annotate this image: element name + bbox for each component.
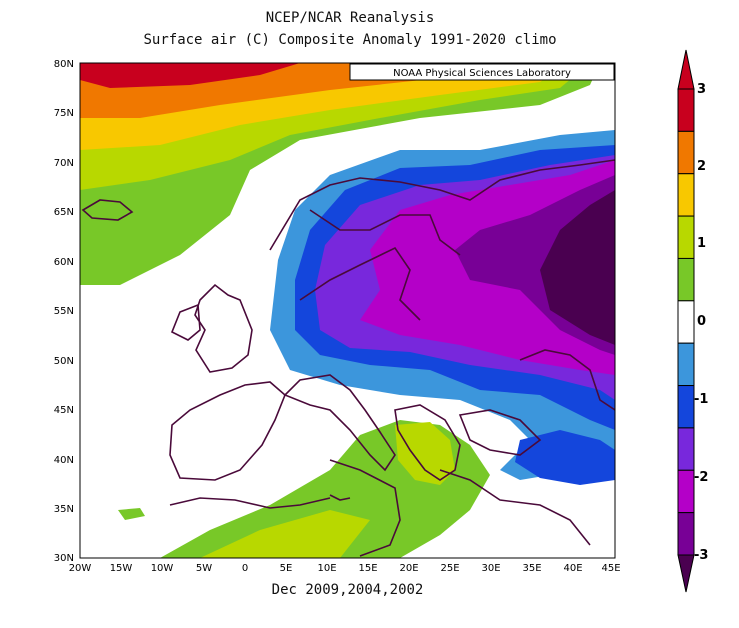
colorbar [677, 49, 695, 593]
lon-label: 35E [522, 563, 541, 574]
coastlines [81, 159, 615, 557]
lat-label: 55N [54, 306, 74, 317]
colorbar-label: 0 [697, 314, 706, 329]
colorbar-label: -3 [694, 548, 708, 563]
colorbar-label: -2 [694, 470, 708, 485]
anomaly-field [80, 63, 615, 558]
lon-label: 15W [110, 563, 133, 574]
anomaly-region-red-north [80, 63, 300, 88]
lat-label: 50N [54, 356, 74, 367]
lat-label: 35N [54, 504, 74, 515]
latitude-axis: 80N 75N 70N 65N 60N 55N 50N 45N 40N 35N … [54, 59, 74, 564]
colorbar-segment [677, 512, 695, 556]
lon-label: 0 [242, 563, 248, 574]
anomaly-region-yellowgreen-greece [395, 422, 455, 485]
anomaly-region-blue-east [515, 430, 615, 485]
colorbar-segment [677, 215, 695, 259]
lat-label: 40N [54, 455, 74, 466]
colorbar-segment [677, 173, 695, 217]
lat-label: 65N [54, 207, 74, 218]
lat-label: 70N [54, 158, 74, 169]
lat-label: 45N [54, 405, 74, 416]
lon-label: 10E [317, 563, 336, 574]
lon-label: 25E [440, 563, 459, 574]
lon-label: 15E [358, 563, 377, 574]
lon-label: 45E [601, 563, 620, 574]
colorbar-segment [677, 88, 695, 132]
lon-label: 5W [196, 563, 212, 574]
map-title: NCEP/NCAR Reanalysis [265, 10, 435, 26]
colorbar-label: 1 [697, 236, 706, 251]
lat-label: 60N [54, 257, 74, 268]
credit-text: NOAA Physical Sciences Laboratory [393, 68, 571, 79]
anomaly-region-yellowgreen-south [200, 510, 370, 558]
colorbar-label: 3 [697, 82, 706, 97]
colorbar-segment [677, 342, 695, 387]
anomaly-region-green-africa-small [118, 508, 145, 520]
credit-box [349, 63, 615, 81]
date-footer: Dec 2009,2004,2002 [271, 582, 424, 598]
colorbar-arrow-bottom [677, 554, 695, 593]
lon-label: 40E [563, 563, 582, 574]
colorbar-segment [677, 130, 695, 175]
colorbar-segment [677, 427, 695, 471]
lon-label: 5E [280, 563, 293, 574]
anomaly-region-darkest [540, 190, 615, 345]
colorbar-arrow-top [677, 49, 695, 90]
lat-label: 75N [54, 108, 74, 119]
longitude-axis: 20W 15W 10W 5W 0 5E 10E 15E 20E 25E 30E … [69, 563, 621, 574]
lon-label: 20W [69, 563, 92, 574]
lat-label: 80N [54, 59, 74, 70]
colorbar-label: -1 [694, 392, 708, 407]
colorbar-segment [677, 469, 695, 514]
colorbar-segment [677, 385, 695, 429]
lon-label: 30E [481, 563, 500, 574]
map-subtitle: Surface air (C) Composite Anomaly 1991-2… [143, 32, 557, 48]
colorbar-segment [677, 300, 695, 344]
lon-label: 10W [151, 563, 174, 574]
colorbar-segment [677, 257, 695, 302]
lat-label: 30N [54, 553, 74, 564]
lon-label: 20E [399, 563, 418, 574]
colorbar-label: 2 [697, 159, 706, 174]
map-frame [79, 62, 616, 559]
colorbar-labels: 3 2 1 0 -1 -2 -3 [694, 82, 708, 563]
